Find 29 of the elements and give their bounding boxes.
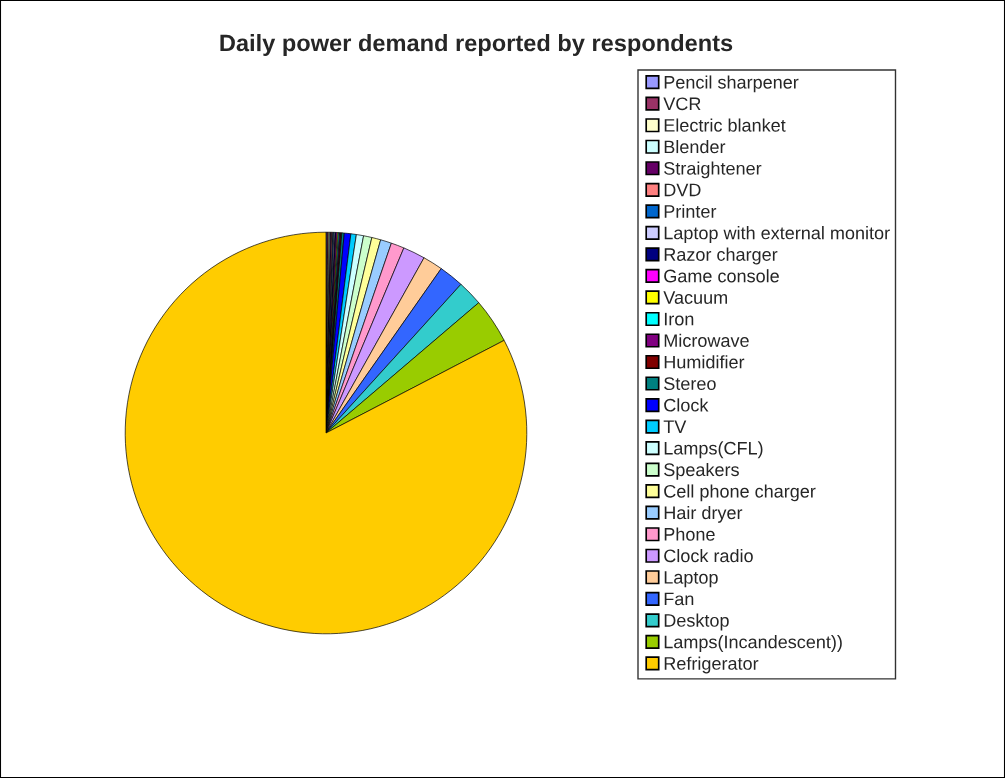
legend-label: Game console <box>664 269 779 283</box>
legend-label: Speakers <box>664 462 739 480</box>
legend-label: Blender <box>664 139 726 154</box>
legend-label: Printer <box>664 204 717 218</box>
legend-label: Clock radio <box>664 548 753 563</box>
legend-label: Cell phone charger <box>664 484 816 502</box>
legend-label: Humidifier <box>664 355 745 369</box>
legend-label: Razor charger <box>664 247 778 265</box>
legend-label: Pencil sharpener <box>664 75 799 93</box>
legend-label: Straightener <box>664 161 762 179</box>
legend-label: Lamps(CFL) <box>664 441 763 459</box>
legend-label: Laptop with external monitor <box>664 226 890 243</box>
legend-label: DVD <box>664 183 701 197</box>
legend-label: Fan <box>664 592 694 606</box>
legend-label: Clock <box>664 398 709 412</box>
legend-label: Vacuum <box>663 291 727 304</box>
legend-label: Lamps(Incandescent)) <box>664 635 842 652</box>
legend-label: Iron <box>664 312 694 326</box>
legend-label: Desktop <box>664 613 729 631</box>
legend-label: Laptop <box>664 571 718 588</box>
legend-label: Stereo <box>664 377 716 391</box>
legend-label: TV <box>663 420 687 433</box>
legend-label: Microwave <box>664 333 749 347</box>
chart-title: Daily power demand reported by respondents <box>220 34 733 56</box>
legend-label: VCR <box>663 97 701 111</box>
legend-label: Phone <box>664 527 715 541</box>
legend-label: Hair dryer <box>664 505 743 523</box>
legend-label: Electric blanket <box>664 118 786 132</box>
legend-label: Refrigerator <box>664 656 759 674</box>
